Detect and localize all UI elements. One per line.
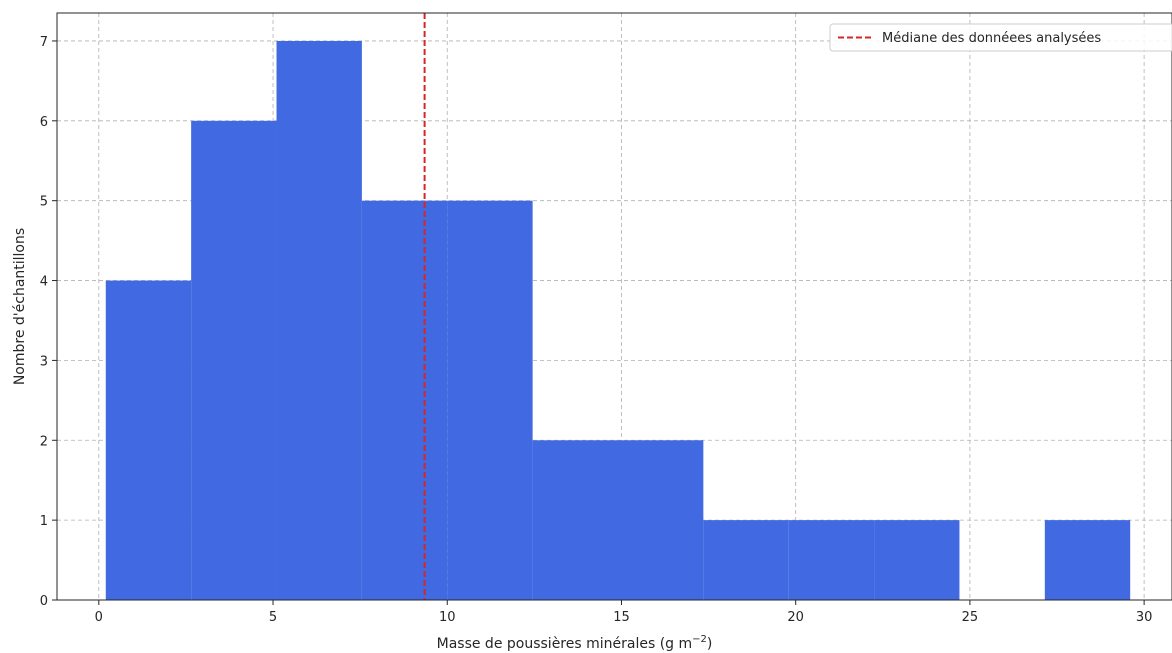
x-tick-label-0: 0: [95, 610, 103, 625]
x-axis-label-main: Masse de poussières minérales (g m: [437, 636, 693, 652]
histogram-bar-5: [532, 440, 618, 600]
y-axis-label: Nombre d'échantillons: [12, 228, 28, 385]
histogram-bar-4: [447, 200, 533, 600]
histogram-bar-2: [276, 40, 362, 600]
histogram-bar-1: [191, 120, 277, 600]
y-tick-label-7: 7: [40, 35, 48, 50]
y-tick-label-3: 3: [40, 354, 48, 369]
x-axis-label-close: ): [707, 636, 712, 652]
y-tick-label-2: 2: [40, 434, 48, 449]
histogram-bar-6: [617, 440, 704, 600]
x-tick-label-2: 10: [439, 610, 456, 625]
y-tick-label-4: 4: [40, 275, 48, 290]
y-axis-ticks: 0 1 2 3 4 5 6 7: [40, 35, 57, 609]
y-tick-label-6: 6: [40, 115, 48, 130]
x-tick-label-4: 20: [787, 610, 804, 625]
x-axis-label: Masse de poussières minérales (g m−2): [437, 634, 713, 652]
histogram-bar-3: [361, 200, 448, 600]
y-tick-label-5: 5: [40, 195, 48, 210]
histogram-bar-7: [703, 520, 789, 600]
y-tick-label-0: 0: [40, 594, 48, 609]
x-tick-label-6: 30: [1136, 610, 1153, 625]
y-tick-label-1: 1: [40, 514, 48, 529]
x-tick-label-5: 25: [962, 610, 979, 625]
legend-median-label: Médiane des donnéees analysées: [882, 31, 1101, 46]
histogram-bar-0: [105, 280, 192, 600]
legend: Médiane des donnéees analysées: [829, 23, 1172, 52]
x-tick-label-3: 15: [613, 610, 630, 625]
x-tick-label-1: 5: [269, 610, 277, 625]
plot-frame: [56, 12, 1172, 601]
x-axis-ticks: 0 5 10 15 20 25 30: [95, 600, 1153, 625]
histogram-bar-8: [788, 520, 875, 600]
histogram-bar-9: [874, 520, 960, 600]
histogram-bar-11: [1044, 520, 1131, 600]
legend-box: [829, 23, 1172, 52]
histogram-bars: [105, 40, 1131, 600]
x-axis-label-superscript: −2: [692, 634, 707, 645]
